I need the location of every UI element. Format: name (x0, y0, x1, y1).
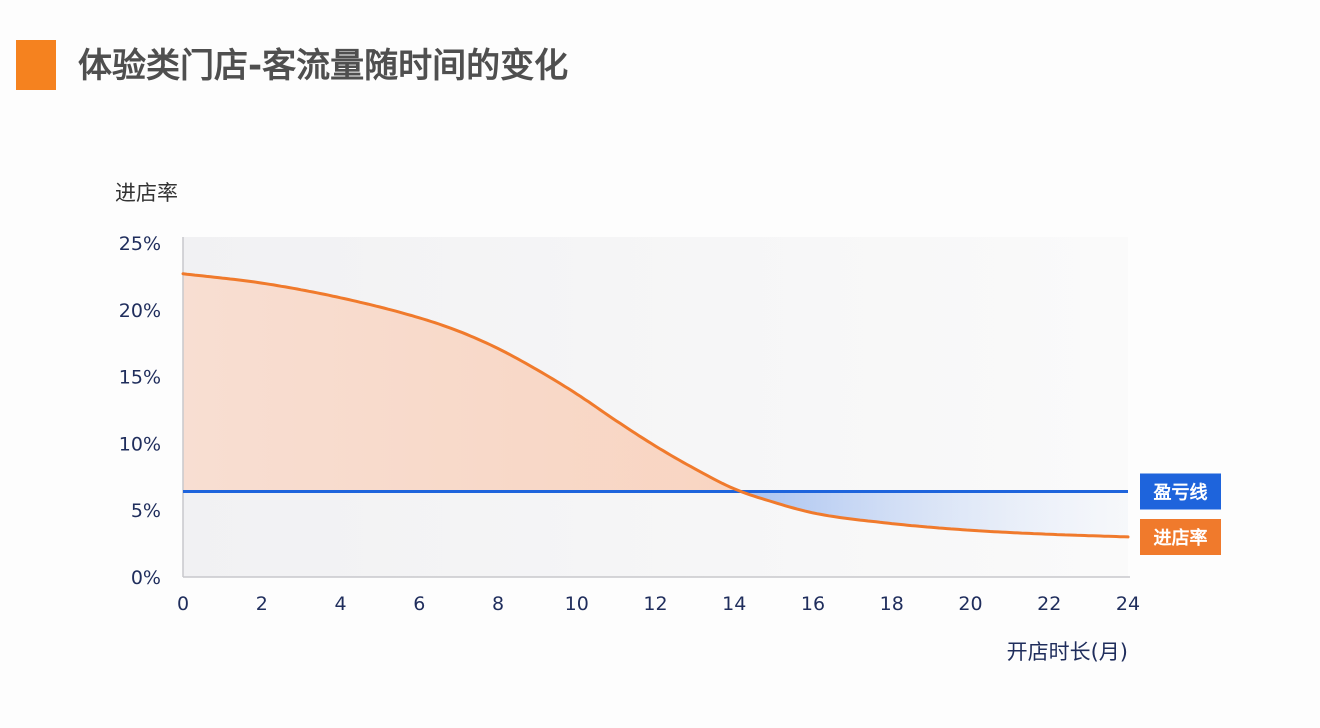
x-tick-label: 2 (256, 593, 268, 615)
x-tick-label: 0 (177, 593, 189, 615)
page-title: 体验类门店-客流量随时间的变化 (78, 46, 569, 86)
y-tick-label: 25% (119, 233, 161, 255)
title-accent-bar (16, 40, 56, 90)
x-tick-label: 16 (801, 593, 825, 615)
x-axis-label: 开店时长(月) (1007, 640, 1128, 664)
x-tick-label: 14 (722, 593, 746, 615)
x-tick-label: 20 (958, 593, 982, 615)
y-tick-label: 20% (119, 300, 161, 322)
area-above-breakeven (183, 273, 741, 492)
y-axis-label: 进店率 (115, 181, 178, 205)
svg-text:进店率: 进店率 (1154, 527, 1208, 549)
x-tick-label: 8 (492, 593, 504, 615)
x-tick-label: 18 (880, 593, 904, 615)
x-tick-label: 22 (1037, 593, 1061, 615)
y-tick-label: 15% (119, 367, 161, 389)
svg-text:盈亏线: 盈亏线 (1153, 481, 1208, 503)
x-tick-label: 24 (1116, 593, 1140, 615)
x-tick-label: 12 (643, 593, 667, 615)
x-tick-label: 4 (334, 593, 346, 615)
area-below-breakeven (740, 491, 1128, 537)
x-tick-label: 10 (565, 593, 589, 615)
legend-tag-breakeven: 盈亏线 (1140, 473, 1221, 510)
y-tick-label: 10% (119, 433, 161, 455)
series-line-entry-rate (181, 272, 1130, 539)
x-tick-label: 6 (413, 593, 425, 615)
y-tick-label: 5% (131, 500, 161, 522)
y-tick-label: 0% (131, 567, 161, 589)
legend-tag-entry-rate: 进店率 (1140, 519, 1221, 555)
